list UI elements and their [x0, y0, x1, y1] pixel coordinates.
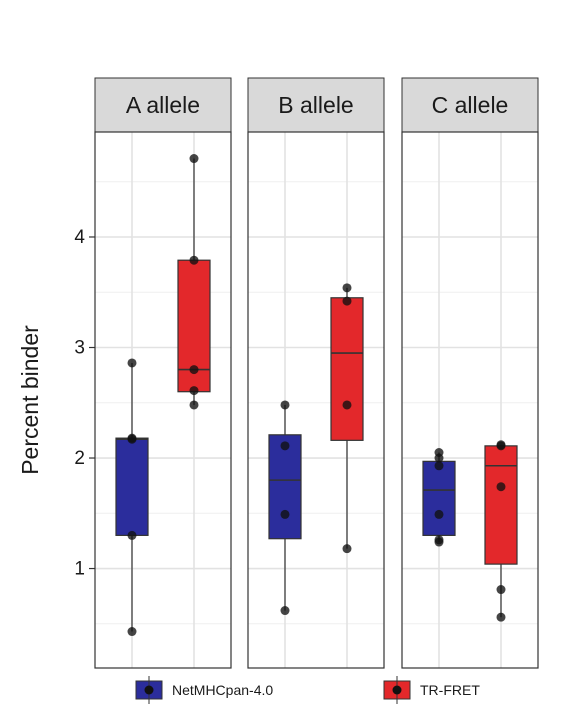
box-group	[422, 447, 456, 547]
data-point	[496, 482, 506, 492]
data-point	[496, 612, 506, 622]
box-group	[115, 358, 149, 637]
data-point	[189, 400, 199, 410]
facet-strip-label: B allele	[278, 92, 353, 118]
box	[330, 297, 364, 441]
facet-panels: A allele B allele C allele	[94, 77, 539, 669]
data-point	[280, 509, 290, 519]
y-axis-ticks: 1 2 3 4	[74, 227, 95, 580]
box	[484, 445, 518, 565]
data-point	[127, 627, 137, 637]
facet-strip	[94, 77, 232, 133]
facet-strip-label: A allele	[126, 92, 200, 118]
panel-border	[401, 131, 539, 669]
box	[115, 437, 149, 536]
y-axis-title-group: Percent binder	[17, 325, 43, 475]
panel-border	[94, 131, 232, 669]
facet-strip	[247, 77, 385, 133]
data-point	[434, 447, 444, 457]
box	[422, 460, 456, 536]
y-tick-label: 2	[74, 448, 85, 469]
panel-background	[248, 132, 384, 668]
legend: NetMHCpan-4.0 TR-FRET	[135, 676, 480, 704]
facet-panel: C allele	[401, 77, 539, 669]
facet-strip-label: C allele	[432, 92, 509, 118]
data-point	[434, 509, 444, 519]
data-point	[189, 255, 199, 265]
y-tick-label: 1	[74, 559, 85, 580]
data-point	[342, 296, 352, 306]
panel-background	[402, 132, 538, 668]
legend-item: NetMHCpan-4.0	[135, 676, 273, 704]
legend-item: TR-FRET	[383, 676, 480, 704]
data-point	[496, 585, 506, 595]
data-point	[280, 400, 290, 410]
data-point	[342, 283, 352, 293]
legend-label: TR-FRET	[420, 682, 480, 698]
data-point	[189, 154, 199, 164]
data-point	[342, 544, 352, 554]
data-point	[434, 535, 444, 545]
panel-background	[95, 132, 231, 668]
legend-swatch-point	[392, 685, 402, 695]
data-point	[280, 606, 290, 616]
box	[268, 434, 302, 540]
facet-panel: A allele	[94, 77, 232, 669]
y-tick-label: 4	[74, 227, 85, 248]
legend-swatch-point	[144, 685, 154, 695]
data-point	[342, 400, 352, 410]
data-point	[189, 386, 199, 396]
box-group	[484, 440, 518, 622]
box-group	[177, 154, 211, 410]
data-point	[189, 365, 199, 375]
panel-border	[247, 131, 385, 669]
box-group	[330, 283, 364, 554]
data-point	[127, 530, 137, 540]
facet-panel: B allele	[247, 77, 385, 669]
legend-label: NetMHCpan-4.0	[172, 682, 273, 698]
data-point	[434, 461, 444, 471]
data-point	[127, 358, 137, 368]
y-axis-title: Percent binder	[17, 325, 43, 475]
data-point	[496, 440, 506, 450]
data-point	[127, 433, 137, 443]
data-point	[280, 441, 290, 451]
y-tick-label: 3	[74, 338, 85, 359]
box-group	[268, 400, 302, 616]
